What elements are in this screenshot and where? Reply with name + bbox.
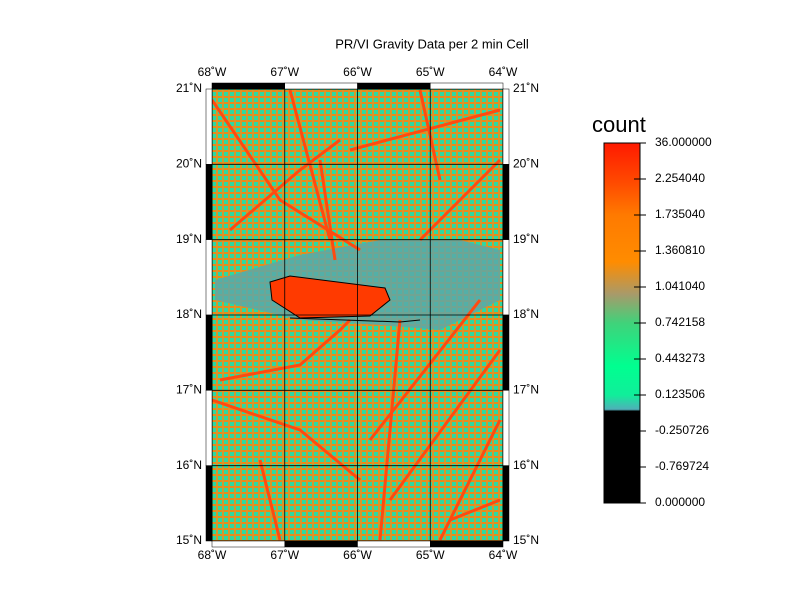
frame-bar [502,164,510,240]
colorbar-label: 2.254040 [655,171,705,185]
colorbar-label: 36.000000 [655,135,712,149]
lon-label: 66˚W [343,65,372,79]
lat-label: 18˚N [176,307,202,321]
lat-label: 15˚N [176,533,202,547]
frame-bar [205,164,213,240]
frame-bar [205,390,213,466]
lat-label: 18˚N [513,307,539,321]
frame-bar [357,82,431,90]
lon-label: 67˚W [270,65,299,79]
frame-bar [205,239,213,316]
frame-bar [284,540,358,548]
colorbar-title: count [592,112,646,137]
frame-bar [357,540,431,548]
lon-label: 68˚W [198,548,227,562]
colorbar-label: 0.000000 [655,495,705,509]
map-title: PR/VI Gravity Data per 2 min Cell [335,36,529,51]
lat-label: 19˚N [513,232,539,246]
lat-label: 17˚N [513,383,539,397]
frame-bar [430,82,504,90]
frame-bar [205,314,213,391]
lon-label: 64˚W [489,65,518,79]
colorbar-label: 1.041040 [655,279,705,293]
frame-bar [502,88,510,165]
colorbar-label: 0.742158 [655,315,705,329]
frame-bar [211,82,285,90]
lat-label: 16˚N [176,458,202,472]
colorbar-label: -0.769724 [655,459,709,473]
colorbar-label: 0.443273 [655,351,705,365]
colorbar-label: 1.735040 [655,207,705,221]
lat-label: 16˚N [513,458,539,472]
frame-bar [502,390,510,466]
lon-label: 65˚W [416,548,445,562]
colorbar-label: -0.250726 [655,423,709,437]
lat-label: 21˚N [176,81,202,95]
colorbar-label: 0.123506 [655,387,705,401]
lat-label: 17˚N [176,383,202,397]
lat-label: 20˚N [176,157,202,171]
frame-bar [502,314,510,391]
lon-label: 65˚W [416,65,445,79]
lat-label: 20˚N [513,157,539,171]
frame-bar [502,465,510,542]
lon-label: 68˚W [198,65,227,79]
frame-bar [205,465,213,542]
frame-bar [502,239,510,316]
lat-label: 21˚N [513,81,539,95]
frame-bar [284,82,358,90]
frame-bar [211,540,285,548]
frame-bar [430,540,504,548]
lat-label: 15˚N [513,533,539,547]
colorbar-label: 1.360810 [655,243,705,257]
frame-bar [205,88,213,165]
lon-label: 67˚W [270,548,299,562]
lat-label: 19˚N [176,232,202,246]
lon-label: 66˚W [343,548,372,562]
lon-label: 64˚W [489,548,518,562]
